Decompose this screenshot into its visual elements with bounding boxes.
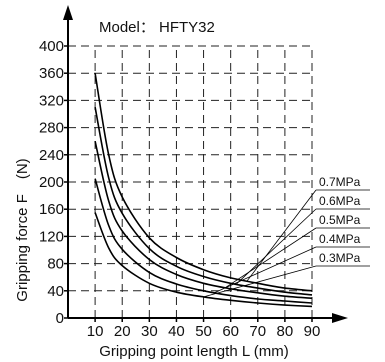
x-tick-label: 80: [277, 323, 294, 340]
series-label-2: 0.5MPa: [319, 213, 361, 227]
y-tick-label: 320: [39, 92, 64, 109]
legend-leaders: [203, 189, 370, 298]
y-tick-label: 360: [39, 65, 64, 82]
series-label-0: 0.7MPa: [319, 175, 361, 189]
leader-line-3: [214, 246, 317, 294]
x-axis-arrow: [332, 313, 348, 323]
x-tick-label: 50: [195, 323, 212, 340]
x-tick-label: 10: [87, 323, 104, 340]
y-tick-label: 160: [39, 201, 64, 218]
tick-labels: 0 40 80 120 160 200 240 280 320 360 400 10 20 30 40 50 6…: [39, 38, 361, 340]
series-label-4: 0.3MPa: [319, 251, 361, 265]
series-curve-2: [94, 141, 313, 300]
y-tick-label: 400: [39, 38, 64, 55]
y-tick-label: 0: [56, 310, 64, 327]
y-tick-label: 280: [39, 120, 64, 137]
series-label-1: 0.6MPa: [319, 194, 361, 208]
x-axis-label: Gripping point length L (mm): [99, 343, 289, 360]
leader-line-2: [225, 227, 317, 289]
y-tick-label: 240: [39, 147, 64, 164]
series-curve-3: [94, 178, 313, 304]
y-tick-label: 200: [39, 174, 64, 191]
chart-title: Model： HFTY32: [99, 19, 215, 36]
y-tick-label: 80: [47, 256, 64, 273]
x-tick-label: 30: [141, 323, 158, 340]
series-curve-0: [94, 73, 313, 292]
grid: [68, 45, 313, 318]
x-tick-label: 20: [114, 323, 131, 340]
y-axis-label: Gripping force F (N): [14, 158, 31, 301]
x-tick-label: 60: [222, 323, 239, 340]
series-curve-1: [94, 107, 313, 296]
y-axis-arrow: [63, 5, 73, 20]
leader-line-4: [203, 265, 317, 298]
y-tick-label: 40: [47, 283, 64, 300]
x-tick-label: 40: [168, 323, 185, 340]
x-tick-label: 90: [304, 323, 321, 340]
axes: [63, 5, 348, 323]
series-label-3: 0.4MPa: [319, 232, 361, 246]
y-tick-label: 120: [39, 228, 64, 245]
series-curve-4: [94, 212, 313, 308]
series-group: [94, 73, 313, 308]
x-tick-label: 70: [249, 323, 266, 340]
